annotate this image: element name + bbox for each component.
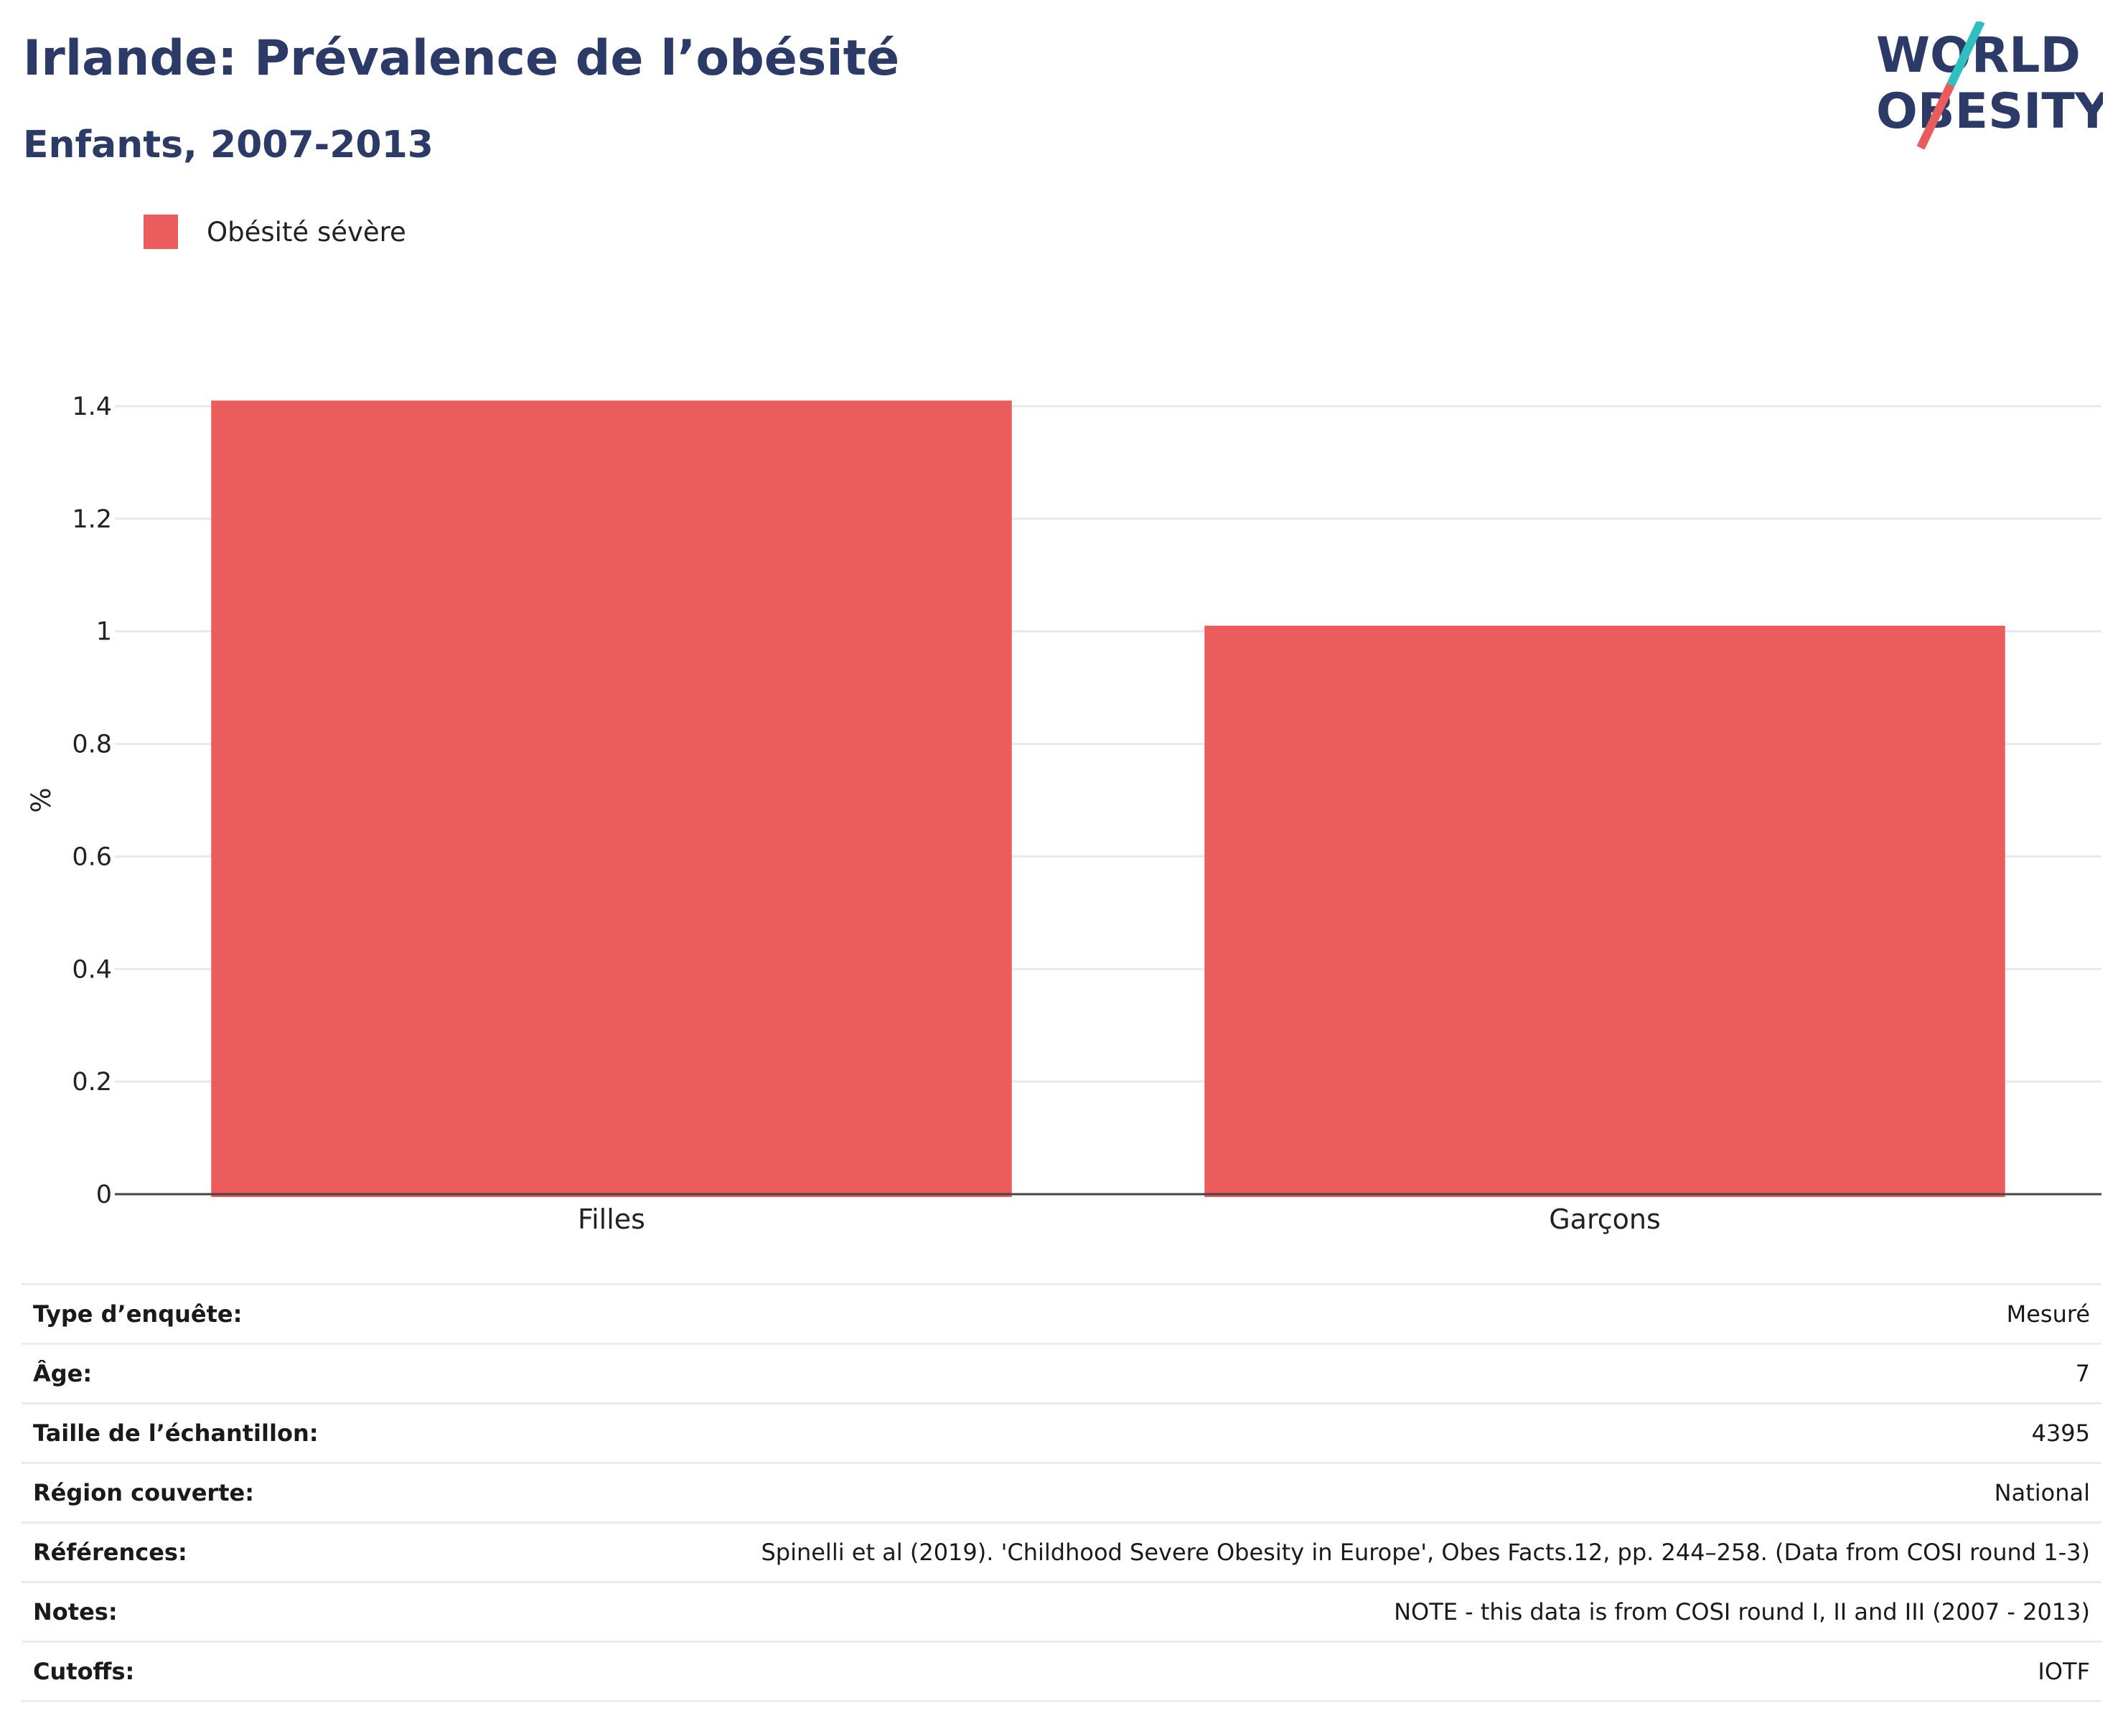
bar-filles [211, 400, 1012, 1197]
row-label-notes: Notes: [33, 1598, 118, 1625]
y-tick-label: 0.2 [72, 1068, 112, 1097]
table-row: Taille de l’échantillon: 4395 [22, 1403, 2101, 1463]
row-label-references: Références: [33, 1539, 187, 1566]
chart-title: Irlande: Prévalence de l’obésité [23, 30, 900, 87]
chart-legend[interactable]: Obésité sévère [144, 214, 406, 250]
y-tick-label: 0.6 [72, 843, 112, 871]
row-value-sample-size: 4395 [2031, 1420, 2090, 1447]
x-tick-label: Filles [578, 1204, 645, 1235]
legend-label: Obésité sévère [207, 216, 406, 248]
y-tick-label: 0 [96, 1181, 112, 1209]
row-value-age: 7 [2075, 1360, 2090, 1387]
y-tick-label: 0.8 [72, 731, 112, 759]
row-label-cutoffs: Cutoffs: [33, 1658, 135, 1685]
row-label-age: Âge: [33, 1360, 93, 1387]
logo-line2: OBESITY [1876, 83, 2103, 140]
table-row: Cutoffs: IOTF [22, 1641, 2101, 1702]
table-row: Région couverte: National [22, 1463, 2101, 1523]
y-tick-label: 0.4 [72, 955, 112, 984]
table-row: Références: Spinelli et al (2019). 'Chil… [22, 1522, 2101, 1582]
y-tick-label: 1.2 [72, 505, 112, 534]
row-label-survey-type: Type d’enquête: [33, 1300, 243, 1328]
chart-subtitle: Enfants, 2007-2013 [23, 123, 433, 166]
table-row: Âge: 7 [22, 1343, 2101, 1404]
table-row: Type d’enquête: Mesuré [22, 1284, 2101, 1344]
legend-swatch [144, 215, 178, 249]
x-tick-label: Garçons [1549, 1204, 1661, 1235]
table-row: Notes: NOTE - this data is from COSI rou… [22, 1582, 2101, 1642]
y-tick-label: 1 [96, 618, 112, 647]
logo-slash-bottom [1916, 83, 1955, 150]
y-axis-title: % [26, 787, 57, 812]
row-value-region: National [1994, 1479, 2090, 1506]
metadata-table: Type d’enquête: Mesuré Âge: 7 Taille de … [22, 1283, 2101, 1702]
row-value-notes: NOTE - this data is from COSI round I, I… [1394, 1598, 2090, 1625]
bar-garcons [1204, 625, 2005, 1197]
row-value-references: Spinelli et al (2019). 'Childhood Severe… [761, 1539, 2090, 1566]
row-label-sample-size: Taille de l’échantillon: [33, 1420, 319, 1447]
bar-chart: 0 0.2 0.4 0.6 0.8 1 1.2 1.4% Filles Garçons [26, 393, 2101, 1235]
row-value-survey-type: Mesuré [2006, 1300, 2090, 1328]
y-tick-label: 1.4 [72, 393, 112, 421]
logo-slash-top [1946, 22, 1985, 87]
row-value-cutoffs: IOTF [2038, 1658, 2090, 1685]
row-label-region: Région couverte: [33, 1479, 254, 1506]
world-obesity-logo: WORLD OBESITY [1876, 22, 2103, 150]
